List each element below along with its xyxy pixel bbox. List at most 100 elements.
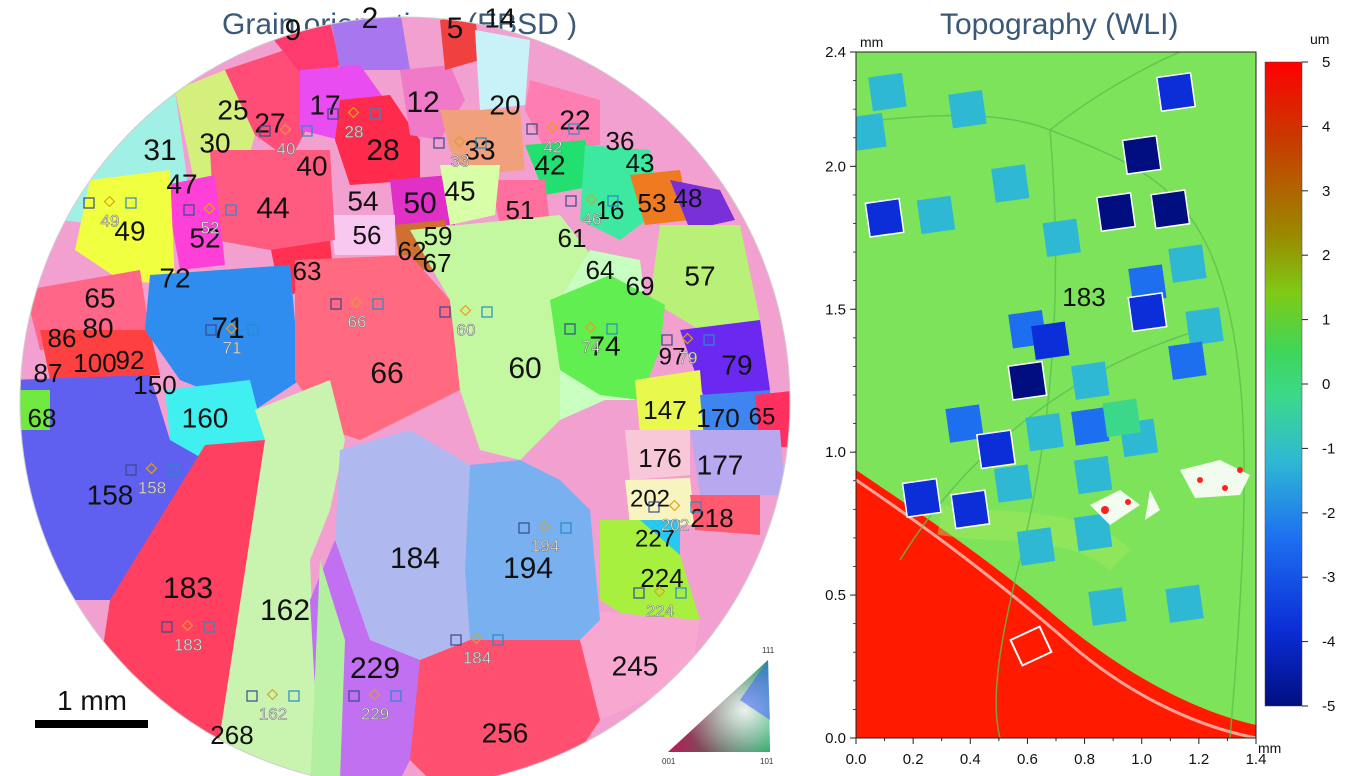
ebsd-sample-edge <box>19 16 791 776</box>
grain-label: 67 <box>423 248 452 278</box>
indent-marker-diamond <box>653 585 666 598</box>
grain-label: 87 <box>34 358 63 388</box>
grain-label: 16 <box>596 195 625 225</box>
x-tick-label: 0.0 <box>846 751 867 768</box>
grain-region <box>210 150 335 250</box>
colorbar <box>1264 61 1303 707</box>
grain-region <box>490 180 550 225</box>
indent-marker <box>348 690 360 702</box>
grain-label: 65 <box>84 282 115 313</box>
wli-indent-square <box>1150 189 1191 230</box>
grain-label: 72 <box>159 262 190 293</box>
indent-marker <box>161 621 173 633</box>
grain-label: 202 <box>630 485 670 512</box>
colorbar-tick-label: -5 <box>1322 698 1335 715</box>
indent-marker <box>526 123 538 135</box>
marker-label: 74 <box>582 337 601 356</box>
grain-label: 218 <box>690 503 733 533</box>
marker-label: 79 <box>679 348 698 367</box>
indent-marker-diamond <box>538 520 551 533</box>
grain-label: 79 <box>721 349 752 380</box>
colorbar-tick-label: 0 <box>1322 376 1330 393</box>
grain-label: 86 <box>48 323 77 353</box>
wli-title: Topography (WLI) <box>940 8 1179 41</box>
indent-marker <box>288 690 300 702</box>
indent-marker-diamond <box>546 121 559 134</box>
indent-marker-diamond <box>266 688 279 701</box>
x-axis-ticks: 0.0 0.2 0.4 0.6 0.8 1.0 1.2 1.4 <box>846 738 1267 768</box>
indent-marker <box>330 298 342 310</box>
wli-indent-square <box>1031 321 1070 360</box>
x-tick-label: 0.6 <box>1017 751 1038 768</box>
colorbar-tick-label: 4 <box>1322 118 1330 135</box>
indent-marker <box>225 204 237 216</box>
indent-marker <box>675 587 687 599</box>
indent-marker <box>606 323 618 335</box>
indent-marker <box>560 522 572 534</box>
wli-indent-square <box>993 464 1033 503</box>
y-tick-label: 0.0 <box>825 730 846 747</box>
grain-region <box>330 17 410 70</box>
colorbar-ticks: 5 4 3 2 1 0 -1 -2 -3 -4 -5 <box>1302 54 1335 715</box>
wli-indent-square <box>1095 192 1137 233</box>
grain-label: 40 <box>296 150 327 181</box>
colorbar-tick-label: 3 <box>1322 183 1330 200</box>
grain-label: 68 <box>28 403 57 433</box>
indent-marker <box>439 306 451 318</box>
grain-region <box>410 640 600 776</box>
grain-label: 100 <box>73 348 116 378</box>
grain-region <box>625 430 690 480</box>
grain-label: 17 <box>309 89 340 120</box>
indent-marker-diamond <box>584 321 597 334</box>
grain-label: 57 <box>684 260 715 291</box>
indent-marker-diamond <box>459 304 472 317</box>
grain-label: 158 <box>87 479 134 510</box>
marker-label: 52 <box>201 218 220 237</box>
x-tick-label: 0.2 <box>903 751 924 768</box>
grain-label: 48 <box>674 183 703 213</box>
x-tick-label: 1.4 <box>1246 751 1267 768</box>
grain-label: 50 <box>403 187 436 220</box>
marker-label: 202 <box>661 515 689 534</box>
grain-label: 162 <box>260 594 310 627</box>
grain-label: 36 <box>606 126 635 156</box>
grain-region <box>75 170 175 285</box>
grain-label: 56 <box>353 220 382 250</box>
grain-region <box>560 610 700 720</box>
wli-indent-square <box>945 404 984 443</box>
indent-marker <box>203 621 215 633</box>
grain-label: 54 <box>347 185 378 216</box>
grain-region <box>440 165 500 225</box>
indent-marker <box>205 324 217 336</box>
grain-label: 52 <box>189 222 220 253</box>
marker-label: 60 <box>457 320 476 339</box>
indent-marker-diamond <box>470 632 483 645</box>
marker-label: 42 <box>544 137 563 156</box>
grain-label: 170 <box>696 403 739 433</box>
grain-label: 256 <box>482 717 529 748</box>
grain-label: 80 <box>82 312 113 343</box>
ipf-label-001: 001 <box>662 757 676 766</box>
grain-label: 147 <box>643 395 686 425</box>
x-axis-unit: mm <box>1258 740 1281 756</box>
grain-label: 5 <box>447 12 464 45</box>
wli-grain-label: 183 <box>1062 282 1105 312</box>
grain-label: 9 <box>285 14 302 47</box>
grain-region <box>310 540 440 776</box>
y-axis-ticks: 0.0 0.5 1.0 1.5 2.0 2.4 <box>825 44 856 747</box>
indent-marker <box>433 137 445 149</box>
y-axis-unit: mm <box>860 34 883 50</box>
indent-marker <box>475 137 487 149</box>
grain-region <box>40 330 160 380</box>
wli-indent-square <box>1168 244 1207 283</box>
grain-label: 20 <box>489 89 520 120</box>
grain-region <box>690 430 785 495</box>
grain-region <box>635 370 705 435</box>
indent-marker <box>648 501 660 513</box>
indent-marker <box>564 323 576 335</box>
grain-label: 51 <box>506 195 535 225</box>
indent-marker <box>565 195 577 207</box>
grain-region <box>390 175 455 225</box>
wli-indent-square <box>868 72 907 112</box>
